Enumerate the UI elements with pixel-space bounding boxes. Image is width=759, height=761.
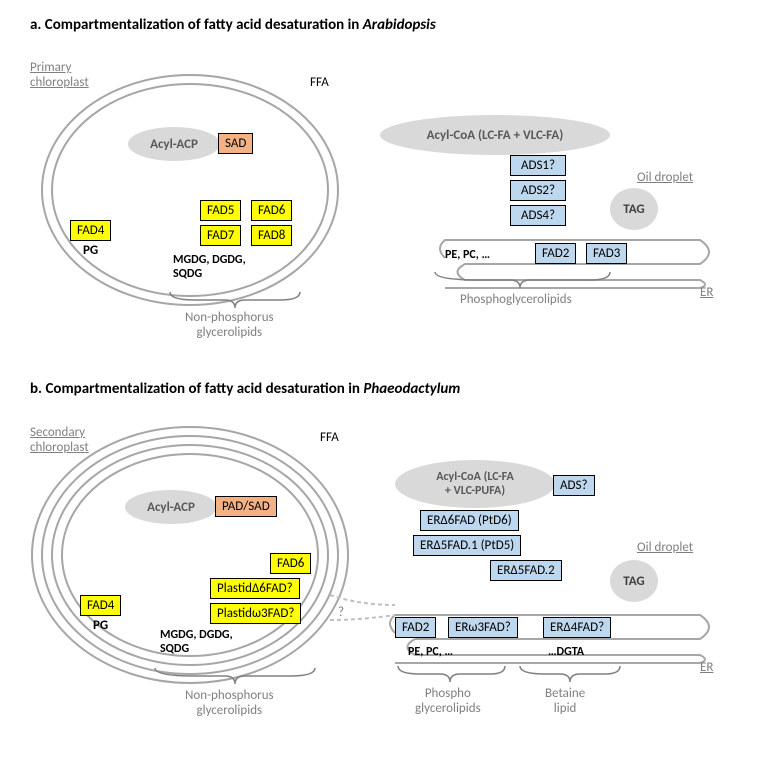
- mgdg-label-a: MGDG, DGDG, SQDG: [173, 253, 246, 281]
- panel-b-title-italic: Phaeodactylum: [363, 380, 460, 398]
- panel-a-title-italic: Arabidopsis: [363, 16, 436, 34]
- phospho-label-a: Phosphoglycerolipids: [460, 292, 572, 307]
- acyl-acp-ellipse-b: Acyl-ACP: [125, 490, 217, 524]
- fad8-box: FAD8: [251, 225, 292, 246]
- fad7-box: FAD7: [200, 225, 241, 246]
- fad4-box-a: FAD4: [70, 220, 111, 241]
- fad3-box: FAD3: [586, 243, 627, 264]
- oil-droplet-label-a: Oil droplet: [637, 170, 693, 185]
- panel-b-title-prefix: b. Compartmentalization of fatty acid de…: [30, 380, 363, 398]
- ads4-box: ADS4?: [510, 205, 566, 226]
- fad6-box-a: FAD6: [251, 200, 292, 221]
- fad6-box-b: FAD6: [270, 553, 311, 574]
- acyl-coa-ellipse-a: Acyl-CoA (LC-FA + VLC-FA): [380, 115, 610, 155]
- betaine-label: Betaine lipid: [545, 686, 585, 716]
- ads1-box: ADS1?: [510, 155, 566, 176]
- pe-pc-label-a: PE, PC, …: [445, 248, 490, 262]
- secondary-chloroplast-label: Secondary chloroplast: [30, 425, 89, 455]
- acyl-acp-text-a: Acyl-ACP: [150, 137, 198, 152]
- acyl-coa-ellipse-b: Acyl-CoA (LC-FA + VLC-PUFA): [395, 460, 555, 508]
- er-d6-box: ERΔ6FAD (PtD6): [420, 510, 519, 531]
- er-d5-1-box: ERΔ5FAD.1 (PtD5): [413, 535, 521, 556]
- ffa-label-b: FFA: [320, 430, 339, 445]
- fad2-box-a: FAD2: [535, 243, 576, 264]
- pg-label-b: PG: [93, 618, 108, 633]
- dgta-label: …DGTA: [548, 645, 584, 659]
- er-w3-box: ERω3FAD?: [448, 617, 518, 638]
- pe-pc-label-b: PE, PC, …: [408, 645, 453, 659]
- er-d4-box: ERΔ4FAD?: [543, 617, 611, 638]
- tag-text-a: TAG: [623, 202, 644, 217]
- acyl-coa-text-b: Acyl-CoA (LC-FA + VLC-PUFA): [436, 470, 514, 498]
- er-label-b: ER: [700, 660, 713, 675]
- ads-box-b: ADS?: [553, 475, 595, 496]
- panel-a-title-prefix: a. Compartmentalization of fatty acid de…: [30, 16, 363, 34]
- pad-sad-box: PAD/SAD: [215, 496, 277, 517]
- tag-text-b: TAG: [623, 574, 644, 589]
- oil-droplet-label-b: Oil droplet: [637, 540, 693, 555]
- plastid-d6-box: PlastidΔ6FAD?: [210, 578, 300, 599]
- panel-a-title: a. Compartmentalization of fatty acid de…: [30, 16, 436, 34]
- oil-droplet-circle-a: TAG: [610, 188, 658, 230]
- primary-chloroplast-label: Primary chloroplast: [30, 60, 89, 90]
- acyl-acp-text-b: Acyl-ACP: [147, 500, 195, 515]
- oil-droplet-circle-b: TAG: [610, 560, 658, 602]
- sad-box: SAD: [218, 133, 253, 154]
- panel-b-title: b. Compartmentalization of fatty acid de…: [30, 380, 460, 398]
- fad5-box: FAD5: [200, 200, 241, 221]
- fad2-box-b: FAD2: [395, 617, 436, 638]
- er-label-a: ER: [700, 285, 713, 300]
- ffa-label-a: FFA: [310, 75, 329, 90]
- non-phospho-label-b: Non-phosphorus glycerolipids: [185, 688, 274, 718]
- non-phospho-label-a: Non-phosphorus glycerolipids: [185, 310, 274, 340]
- er-d5-2-box: ERΔ5FAD.2: [490, 560, 562, 581]
- pg-label-a: PG: [83, 243, 98, 258]
- fad4-box-b: FAD4: [80, 595, 121, 616]
- ads2-box: ADS2?: [510, 180, 566, 201]
- question-mark: ?: [338, 605, 344, 620]
- acyl-coa-text-a: Acyl-CoA (LC-FA + VLC-FA): [427, 128, 564, 143]
- plastid-w3-box: Plastidω3FAD?: [210, 603, 301, 624]
- mgdg-label-b: MGDG, DGDG, SQDG: [160, 628, 233, 656]
- phospho-label-b: Phospho glycerolipids: [415, 686, 481, 716]
- acyl-acp-ellipse-a: Acyl-ACP: [128, 127, 220, 161]
